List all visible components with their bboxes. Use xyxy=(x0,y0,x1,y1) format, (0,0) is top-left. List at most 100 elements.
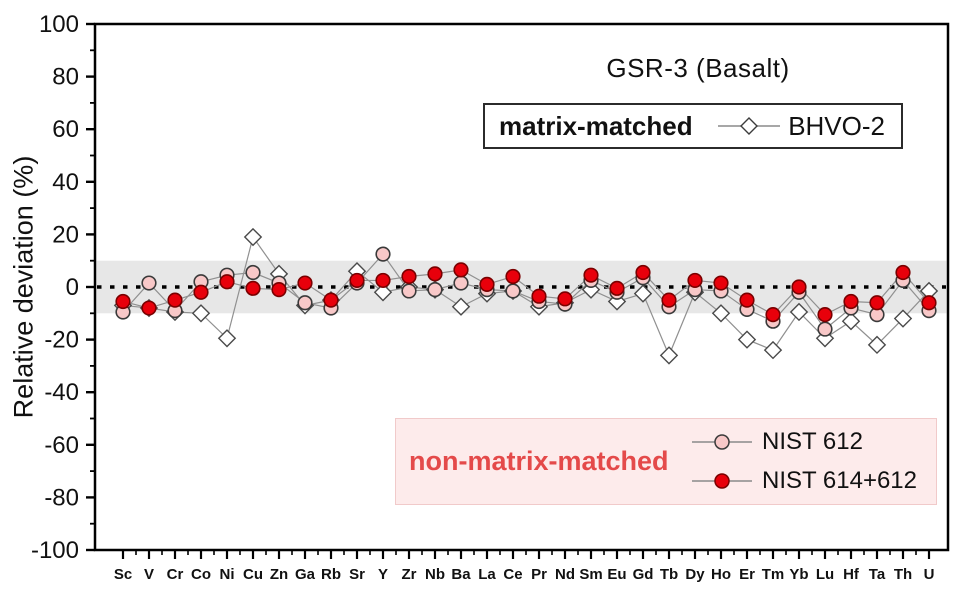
marker-diamond-bhvo2 xyxy=(893,309,913,328)
marker-circle-nist614612 xyxy=(479,276,495,292)
x-category-label: Co xyxy=(191,566,211,583)
legend-bhvo2-label: BHVO-2 xyxy=(788,110,885,141)
x-category-label: La xyxy=(478,566,496,583)
y-tick-label: 80 xyxy=(52,64,79,91)
x-category-label: Zr xyxy=(402,566,417,583)
marker-circle-nist614612 xyxy=(791,279,807,295)
x-category-label: Eu xyxy=(607,566,626,583)
y-tick-label: -80 xyxy=(44,484,79,511)
marker-circle-nist614612 xyxy=(219,274,235,290)
x-category-label: Hf xyxy=(843,566,860,583)
marker-diamond-bhvo2 xyxy=(659,346,679,365)
marker-circle-nist614612 xyxy=(245,280,261,296)
y-tick-label: -60 xyxy=(44,432,79,459)
y-tick-label: -100 xyxy=(31,537,79,564)
marker-circle-nist614612 xyxy=(739,292,755,308)
marker-circle-nist614612 xyxy=(427,266,443,282)
x-category-label: Ta xyxy=(869,566,886,583)
y-tick-label: -20 xyxy=(44,327,79,354)
marker-diamond-bhvo2 xyxy=(789,302,809,322)
y-axis-label: Relative deviation (%) xyxy=(8,155,39,419)
x-category-label: Y xyxy=(378,566,388,583)
marker-diamond-bhvo2 xyxy=(633,284,653,303)
y-tick-label: 100 xyxy=(39,11,79,38)
y-tick-label: 20 xyxy=(52,221,79,248)
x-category-label: Ni xyxy=(220,566,235,583)
x-category-label: Er xyxy=(739,566,755,583)
x-category-label: Sr xyxy=(349,566,365,583)
x-category-label: Pr xyxy=(531,566,547,583)
marker-circle-nist614612 xyxy=(869,295,885,311)
bhvo2-diamond-icon xyxy=(716,116,782,136)
marker-circle-nist614612 xyxy=(661,292,677,308)
marker-diamond-bhvo2 xyxy=(737,330,757,349)
x-category-label: Sc xyxy=(114,566,132,583)
marker-circle-nist614612 xyxy=(765,307,781,323)
y-tick-label: 60 xyxy=(52,116,79,143)
marker-circle-nist614612 xyxy=(817,307,833,323)
x-category-label: Cu xyxy=(243,566,263,583)
non-matrix-matched-label: non-matrix-matched xyxy=(409,446,669,476)
marker-circle-nist614612 xyxy=(271,282,287,298)
marker-circle-nist614612 xyxy=(609,280,625,296)
nist612-circle-icon xyxy=(692,434,752,450)
legend-entry-nist614612: NIST 614+612 xyxy=(690,463,928,500)
x-category-label: Cr xyxy=(167,566,184,583)
marker-diamond-bhvo2 xyxy=(867,335,887,355)
marker-circle-nist612 xyxy=(141,275,157,291)
marker-circle-nist612 xyxy=(427,282,443,298)
x-category-label: Zn xyxy=(270,566,288,583)
marker-diamond-bhvo2 xyxy=(217,329,237,348)
marker-circle-nist614612 xyxy=(687,272,703,289)
marker-circle-nist614612 xyxy=(557,291,573,307)
y-tick-label: 40 xyxy=(52,169,79,196)
x-category-label: Lu xyxy=(816,566,834,583)
legend-non-matrix-matched: non-matrix-matched NIST 612 NIST 614+612 xyxy=(395,418,937,505)
x-category-label: U xyxy=(924,566,935,583)
marker-circle-nist614612 xyxy=(115,293,131,310)
marker-circle-nist614612 xyxy=(531,288,547,304)
series-line-bhvo-2 xyxy=(122,235,930,357)
marker-circle-nist614612 xyxy=(401,268,417,285)
marker-circle-nist614612 xyxy=(167,292,183,308)
marker-circle-nist614612 xyxy=(583,267,599,283)
chart-title: GSR-3 (Basalt) xyxy=(606,53,790,83)
x-category-label: Ho xyxy=(711,566,731,583)
x-category-label: Rb xyxy=(321,566,341,583)
marker-circle-nist614612 xyxy=(141,300,157,316)
y-tick-label: 0 xyxy=(66,274,79,301)
marker-diamond-bhvo2 xyxy=(191,304,211,323)
marker-circle-nist612 xyxy=(245,264,261,281)
marker-diamond-bhvo2 xyxy=(763,340,783,360)
marker-circle-nist614612 xyxy=(921,295,937,311)
legend-entries: NIST 612 NIST 614+612 xyxy=(690,424,928,500)
y-tick-label: -40 xyxy=(44,379,79,406)
marker-diamond-bhvo2 xyxy=(373,283,393,302)
marker-circle-nist612 xyxy=(453,275,469,291)
marker-diamond-bhvo2 xyxy=(841,312,861,331)
marker-circle-nist612 xyxy=(505,283,521,299)
x-category-label: Nd xyxy=(555,566,575,583)
marker-diamond-bhvo2 xyxy=(243,227,263,247)
marker-diamond-bhvo2 xyxy=(451,297,471,316)
marker-circle-nist614612 xyxy=(375,272,391,289)
marker-circle-nist614612 xyxy=(323,292,339,308)
x-category-label: Sm xyxy=(579,566,602,583)
legend-entry-nist612: NIST 612 xyxy=(690,424,928,461)
marker-circle-nist614612 xyxy=(635,264,651,281)
marker-circle-nist614612 xyxy=(843,293,859,310)
marker-circle-nist614612 xyxy=(505,268,521,285)
x-category-label: Th xyxy=(894,566,912,583)
marker-circle-nist612 xyxy=(401,283,417,299)
x-category-label: Tm xyxy=(762,566,785,583)
nist614612-circle-icon xyxy=(692,473,752,489)
marker-circle-nist614612 xyxy=(453,262,469,278)
legend-nist614612-label: NIST 614+612 xyxy=(762,467,918,494)
marker-circle-nist614612 xyxy=(713,275,729,291)
matrix-matched-label: matrix-matched xyxy=(499,110,693,141)
marker-circle-nist612 xyxy=(375,246,391,262)
x-category-label: Yb xyxy=(789,566,808,583)
marker-circle-nist614612 xyxy=(349,272,365,289)
